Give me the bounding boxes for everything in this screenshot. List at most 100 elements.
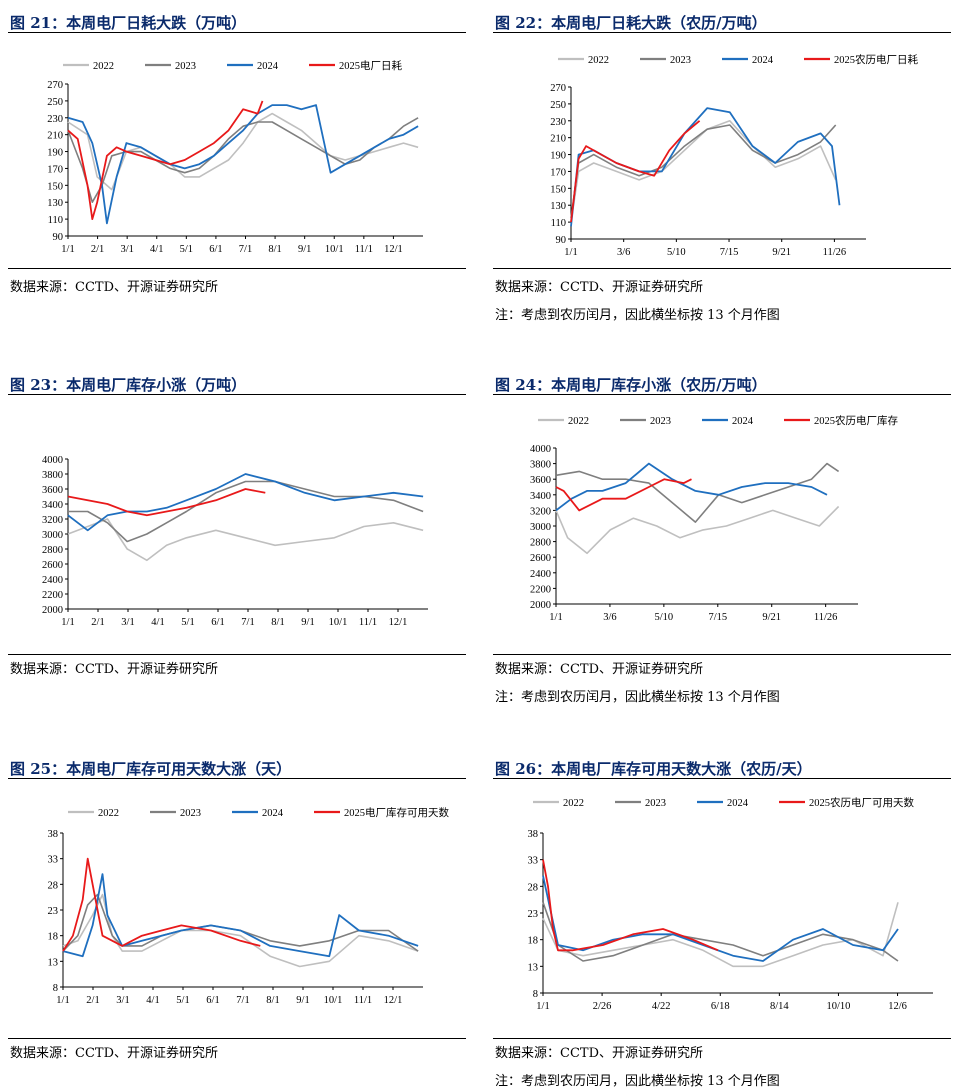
series-line-3 [555,462,828,512]
y-tick-label: 190 [47,148,63,159]
legend-label: 2023 [180,808,201,819]
x-tick-label: 2/1 [91,617,104,628]
legend-label: 2025农历电厂日耗 [834,53,918,66]
series-line-4 [67,100,264,221]
y-tick-label: 2600 [530,553,551,564]
chart-title: 图 22：本周电厂日耗大跌（农历/万吨） [493,12,951,33]
x-tick-label: 11/26 [823,247,847,258]
series-line-4 [67,488,266,517]
series-line-1 [67,518,424,562]
x-tick-label: 1/1 [61,244,74,255]
x-tick-label: 7/1 [239,244,252,255]
x-tick-label: 4/1 [150,244,163,255]
source-note: 数据来源：CCTD、开源证券研究所 [10,280,218,295]
y-tick-label: 18 [48,932,59,943]
x-tick-label: 10/1 [324,995,343,1006]
chart-panel-fig26: 图 26：本周电厂库存可用天数大涨（农历/天） 8 13 18 23 28 33 38 1/1… [493,752,951,1089]
x-tick-label: 12/1 [384,244,403,255]
x-tick-label: 5/1 [180,244,193,255]
divider [493,654,951,655]
series-line-3 [542,875,899,962]
divider [493,268,951,269]
x-tick-label: 4/22 [652,1001,671,1012]
y-tick-label: 38 [528,829,539,840]
chart-fig26: 8 13 18 23 28 33 38 1/1 2/26 4/22 6/18 8/14 10/10 12/… [528,796,933,1012]
y-tick-label: 28 [48,880,59,891]
series-line-3 [67,473,424,532]
source-note: 数据来源：CCTD、开源证券研究所 [495,1046,703,1061]
legend-label: 2024 [727,798,749,809]
y-tick-label: 270 [47,80,63,91]
y-tick-label: 3200 [530,506,551,517]
x-tick-label: 2/26 [593,1001,612,1012]
x-tick-label: 4/1 [146,995,159,1006]
series-line-1 [570,120,837,223]
chart-title: 图 24：本周电厂库存小涨（农历/万吨） [493,374,951,395]
y-tick-label: 2800 [530,538,551,549]
legend-label: 2025农历电厂可用天数 [809,796,914,809]
x-tick-label: 1/1 [564,247,577,258]
y-tick-label: 38 [48,829,59,840]
legend-label: 2023 [175,61,196,72]
y-tick-label: 28 [528,882,539,893]
divider [8,654,466,655]
series-line-2 [67,117,419,203]
x-tick-label: 6/1 [211,617,224,628]
y-tick-label: 2000 [42,605,63,616]
series-line-2 [570,124,837,219]
x-tick-label: 1/1 [549,612,562,623]
axis-note: 注：考虑到农历闰月，因此横坐标按 13 个月作图 [495,1074,780,1089]
x-tick-label: 2/1 [86,995,99,1006]
series-line-1 [555,505,840,555]
series-line-4 [62,857,261,952]
legend-label: 2024 [262,808,284,819]
y-tick-label: 23 [528,909,539,920]
x-tick-label: 1/1 [61,617,74,628]
divider [493,1038,951,1039]
y-tick-label: 3600 [42,485,63,496]
chart-title: 图 25：本周电厂库存可用天数大涨（天） [8,758,466,779]
chart-panel-fig23: 图 23：本周电厂库存小涨（万吨） 2000 2200 2400 2600 2800 30… [8,368,466,677]
series-line-2 [68,480,424,543]
x-tick-label: 7/1 [236,995,249,1006]
y-tick-label: 3400 [42,500,63,511]
y-tick-label: 33 [48,855,59,866]
y-tick-label: 4000 [530,444,551,455]
x-tick-label: 6/1 [209,244,222,255]
x-tick-label: 1/1 [56,995,69,1006]
y-tick-label: 170 [550,167,566,178]
legend-label: 2022 [588,55,609,66]
series-line-2 [542,902,899,962]
y-tick-label: 230 [47,114,63,125]
chart-fig21: 90 110 130 150 170 190 210 230 250 270 1/1 2/1 3/1 4/… [47,59,423,255]
x-tick-label: 2/1 [91,244,104,255]
x-tick-label: 9/21 [762,612,781,623]
legend-label: 2022 [98,808,119,819]
x-tick-label: 10/1 [325,244,344,255]
x-tick-label: 9/21 [772,247,791,258]
legend-label: 2025电厂日耗 [339,59,402,72]
x-tick-label: 5/10 [655,612,674,623]
chart-panel-fig24: 图 24：本周电厂库存小涨（农历/万吨） 2000 2200 2400 2600 280… [493,368,951,705]
x-tick-label: 3/6 [617,247,630,258]
y-tick-label: 2400 [42,575,63,586]
y-tick-label: 250 [47,97,63,108]
x-tick-label: 12/1 [384,995,403,1006]
y-tick-label: 33 [528,856,539,867]
chart-fig25: 8 13 18 23 28 33 38 1/1 2/1 3/1 4/1 5/1 6/1 7/1 8/1 9/1… [48,806,450,1006]
chart-title: 图 21：本周电厂日耗大跌（万吨） [8,12,466,33]
x-tick-label: 3/6 [603,612,616,623]
source-note: 数据来源：CCTD、开源证券研究所 [495,662,703,677]
y-tick-label: 13 [528,962,539,973]
legend-label: 2022 [93,61,114,72]
x-tick-label: 11/1 [359,617,377,628]
y-tick-label: 8 [53,983,58,994]
chart-panel-fig22: 图 22：本周电厂日耗大跌（农历/万吨） 90 110 130 150 170 190 21… [493,6,951,326]
axis-note: 注：考虑到农历闰月，因此横坐标按 13 个月作图 [495,690,780,705]
chart-fig23: 2000 2200 2400 2600 2800 3000 3200 3400 3600 3800… [42,455,428,628]
x-tick-label: 9/1 [296,995,309,1006]
y-tick-label: 2200 [42,590,63,601]
y-tick-label: 3200 [42,515,63,526]
y-tick-label: 8 [533,989,538,1000]
series-line-4 [570,120,701,223]
